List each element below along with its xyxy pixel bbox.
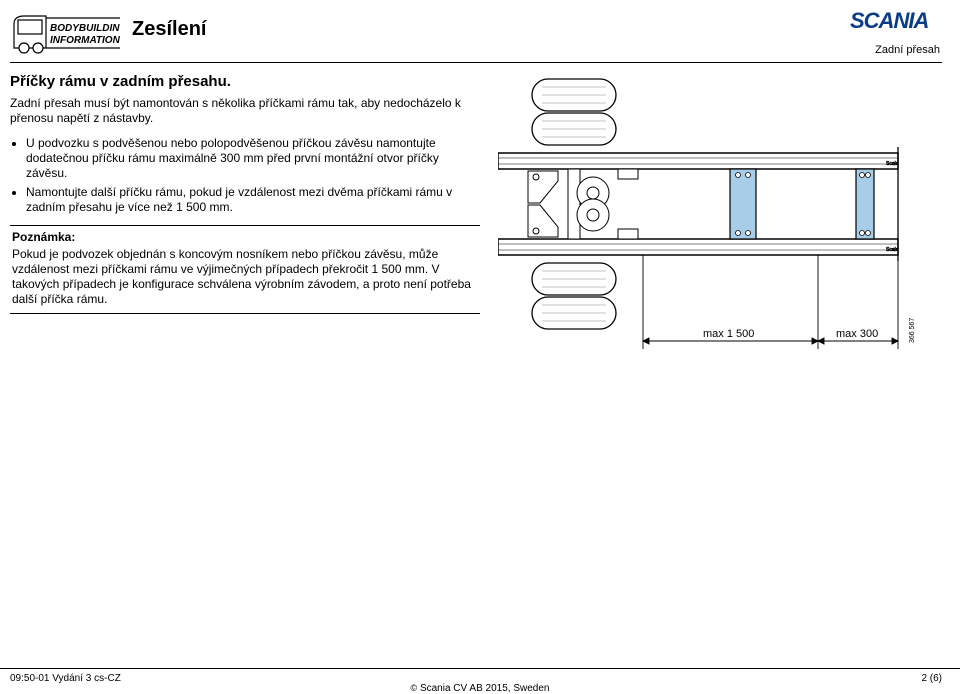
footer-right: 2 (6) bbox=[921, 673, 942, 684]
content-row: Příčky rámu v zadním přesahu. Zadní přes… bbox=[0, 65, 960, 363]
note-text: Pokud je podvozek objednán s koncovým no… bbox=[12, 247, 480, 307]
document-title: Zesílení bbox=[132, 18, 206, 41]
bodybuilding-info-logo: BODYBUILDING INFORMATION bbox=[10, 8, 120, 56]
scale-mark: Scale bbox=[886, 247, 899, 253]
footer-left: 09:50-01 Vydání 3 cs-CZ bbox=[10, 673, 121, 684]
chassis-diagram: Scale Scale max 1 500 max 300 366 567 bbox=[498, 73, 928, 363]
bullet-item: Namontujte další příčku rámu, pokud je v… bbox=[26, 185, 480, 215]
diagram-column: Scale Scale max 1 500 max 300 366 567 bbox=[498, 73, 942, 363]
page-footer: 09:50-01 Vydání 3 cs-CZ © Scania CV AB 2… bbox=[0, 668, 960, 690]
footer-center-text: Scania CV AB 2015, Sweden bbox=[420, 683, 550, 694]
section-intro: Zadní přesah musí být namontován s někol… bbox=[10, 96, 480, 126]
page-header: BODYBUILDING INFORMATION Zesílení SCANIA bbox=[0, 0, 960, 60]
text-column: Příčky rámu v zadním přesahu. Zadní přes… bbox=[10, 73, 480, 363]
header-corner-label: Zadní přesah bbox=[875, 44, 940, 56]
header-rule bbox=[10, 62, 942, 63]
note-block: Poznámka: Pokud je podvozek objednán s k… bbox=[10, 225, 480, 314]
bullet-list: U podvozku s podvěšenou nebo polopodvěše… bbox=[10, 136, 480, 215]
dim-label-2: max 300 bbox=[836, 328, 878, 340]
section-heading: Příčky rámu v zadním přesahu. bbox=[10, 73, 480, 90]
badge-line2: INFORMATION bbox=[50, 35, 120, 46]
diagram-side-label: 366 567 bbox=[909, 318, 916, 343]
note-label: Poznámka: bbox=[12, 230, 480, 244]
brand-text: SCANIA bbox=[850, 8, 928, 33]
bullet-item: U podvozku s podvěšenou nebo polopodvěše… bbox=[26, 136, 480, 181]
badge-line1: BODYBUILDING bbox=[50, 23, 120, 34]
dim-label-1: max 1 500 bbox=[703, 328, 754, 340]
scania-logo: SCANIA bbox=[850, 8, 942, 37]
scale-mark: Scale bbox=[886, 161, 899, 167]
copyright-icon: © bbox=[411, 683, 418, 693]
footer-center: © Scania CV AB 2015, Sweden bbox=[411, 683, 550, 694]
